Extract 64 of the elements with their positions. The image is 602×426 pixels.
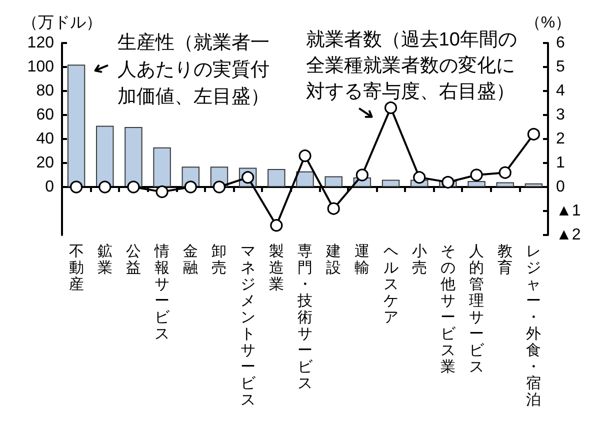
annotation: 生産性（就業者一人あたりの実質付加価値、左目盛） — [117, 32, 270, 108]
point — [498, 166, 512, 179]
bar — [96, 126, 114, 187]
y-tick-label: 80 — [36, 82, 54, 100]
x-tick-label: 小売 — [412, 242, 427, 276]
y-axis-title: （万ドル） — [22, 14, 102, 32]
point — [184, 180, 197, 194]
point — [98, 180, 112, 194]
bar — [496, 182, 514, 187]
y-tick-label: 120 — [27, 34, 54, 52]
bar — [382, 180, 400, 187]
y-tick-label: 40 — [36, 130, 54, 148]
point — [527, 128, 540, 140]
point — [270, 219, 283, 232]
bar — [124, 127, 142, 187]
x-tick-label: 卸売 — [212, 242, 227, 276]
x-tick-label: 運輸 — [354, 242, 370, 276]
x-tick-label: その他サービス業 — [440, 242, 456, 376]
x-tick-label: 不動産 — [68, 242, 84, 293]
x-tick-label: 鉱業 — [97, 242, 112, 276]
category-label: レジャー・外食・宿泊 — [526, 242, 542, 408]
y-tick-label: 100 — [27, 58, 54, 76]
y2-tick-label: 0 — [556, 178, 565, 196]
y2-tick-label: 5 — [556, 58, 565, 76]
y2-axis-title: （%） — [524, 14, 572, 32]
y-tick-label: 60 — [36, 106, 54, 124]
point — [413, 171, 426, 184]
point — [384, 102, 398, 114]
category-label: マネジメントサービス — [240, 242, 256, 408]
point — [356, 168, 368, 182]
point — [70, 180, 83, 194]
y2-tick-label: ▲1 — [556, 202, 581, 220]
point — [127, 180, 140, 194]
x-tick-label: 建設 — [325, 242, 342, 276]
x-tick-label: 情報サービス — [154, 242, 171, 342]
point — [327, 202, 340, 215]
point — [298, 150, 312, 162]
bar — [524, 183, 543, 187]
category-label: 専門・技術サービス — [298, 242, 312, 392]
x-tick-label: 製造業 — [268, 242, 284, 293]
point — [212, 180, 226, 194]
bar — [324, 176, 342, 187]
y2-tick-label: ▲2 — [556, 226, 581, 244]
y-tick-label: 20 — [36, 154, 54, 172]
point — [470, 168, 483, 182]
y2-tick-label: 3 — [556, 106, 565, 124]
x-tick-label: ヘルスケア — [383, 242, 398, 326]
bar — [67, 64, 86, 187]
y2-tick-label: 4 — [556, 82, 565, 100]
point — [156, 186, 168, 198]
y2-tick-label: 1 — [556, 154, 565, 172]
x-tick-label: 人的管理サービス — [469, 242, 486, 376]
bar — [153, 147, 171, 187]
point — [442, 176, 454, 188]
bar — [268, 169, 286, 187]
x-tick-label: 金融 — [183, 242, 198, 276]
x-tick-label: 教育 — [498, 242, 513, 276]
x-tick-label: 公益 — [126, 242, 141, 276]
y-tick-label: 0 — [45, 178, 54, 196]
y2-tick-label: 6 — [556, 34, 565, 52]
bar — [296, 171, 314, 187]
annotation: 就業者数（過去10年間の全業種就業者数の変化に対する寄与度、右目盛） — [306, 29, 517, 102]
bar — [468, 181, 486, 187]
y2-tick-label: 2 — [556, 130, 565, 148]
